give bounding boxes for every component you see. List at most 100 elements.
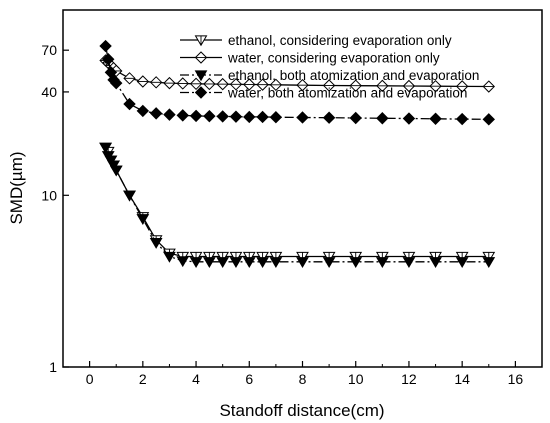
data-point [136, 214, 150, 225]
data-point [163, 76, 176, 90]
series-3 [99, 142, 496, 268]
series-line [105, 147, 489, 258]
data-point [429, 79, 442, 93]
data-point [109, 165, 123, 177]
data-point [256, 257, 269, 268]
series-layer [99, 39, 496, 268]
data-point [455, 257, 469, 268]
y-tick-label: 70 [41, 42, 57, 58]
data-point [149, 76, 163, 89]
data-point [429, 112, 442, 125]
data-point [482, 113, 495, 126]
data-point [256, 78, 269, 91]
data-point [375, 257, 389, 268]
data-point [455, 80, 469, 93]
data-point [136, 75, 150, 88]
legend-item: ethanol, both atomization and evaporatio… [180, 68, 479, 83]
legend-label: water, considering evaporation only [227, 51, 440, 66]
data-point [123, 72, 136, 85]
series-4 [99, 39, 495, 126]
legend-item: ethanol, considering evaporation only [180, 33, 452, 48]
x-tick-label: 14 [454, 371, 470, 387]
x-tick-label: 16 [508, 371, 524, 387]
data-point [216, 77, 229, 91]
data-point [163, 251, 176, 263]
data-point [176, 77, 189, 90]
data-point [402, 112, 416, 125]
data-point [349, 111, 362, 125]
data-point [123, 190, 136, 202]
y-tick-label: 1 [49, 359, 57, 375]
data-point [482, 257, 496, 268]
y-axis-title: SMD(µm) [7, 151, 26, 224]
data-point [296, 257, 309, 268]
data-point [243, 110, 256, 124]
legend-label: water, both atomization and evaporation [227, 86, 467, 101]
data-point [349, 257, 363, 268]
x-tick-label: 4 [192, 371, 200, 387]
data-point [189, 77, 203, 91]
data-point [216, 257, 230, 268]
data-point [216, 110, 229, 123]
data-point [102, 53, 115, 66]
legend-item: water, considering evaporation only [180, 51, 440, 66]
data-point [99, 39, 112, 53]
data-point [376, 112, 389, 125]
data-point [163, 108, 176, 121]
data-point [176, 109, 189, 122]
x-tick-label: 0 [86, 371, 94, 387]
data-point [110, 76, 123, 90]
legend: ethanol, considering evaporation only wat… [180, 33, 479, 101]
data-point [455, 112, 469, 126]
data-point [149, 107, 163, 120]
legend-marker [194, 70, 208, 82]
data-point [176, 256, 190, 268]
x-tick-label: 10 [348, 371, 364, 387]
data-point [322, 111, 336, 124]
legend-marker [194, 51, 208, 64]
data-point [402, 257, 416, 268]
data-point [99, 142, 112, 154]
data-point [269, 78, 283, 92]
data-point [269, 257, 283, 268]
data-point [203, 77, 216, 91]
data-point [256, 110, 269, 124]
data-point [376, 79, 389, 93]
data-point [189, 109, 203, 123]
data-point [296, 78, 309, 92]
legend-marker [194, 35, 208, 47]
data-point [296, 111, 309, 124]
data-point [269, 110, 283, 124]
data-point [242, 257, 256, 268]
data-point [229, 78, 243, 91]
data-point [322, 79, 336, 92]
data-point [229, 257, 243, 268]
legend-label: ethanol, both atomization and evaporatio… [228, 68, 479, 83]
legend-marker [194, 86, 208, 99]
data-point [202, 257, 216, 268]
x-tick-label: 12 [401, 371, 417, 387]
y-tick-label: 10 [41, 187, 57, 203]
data-point [123, 97, 136, 111]
data-point [243, 78, 256, 91]
data-point [229, 110, 243, 123]
legend-label: ethanol, considering evaporation only [228, 33, 452, 48]
data-point [149, 238, 163, 249]
x-tick-label: 6 [245, 371, 253, 387]
data-point [322, 257, 336, 268]
data-point [402, 79, 416, 93]
legend-item: water, both atomization and evaporation [180, 86, 467, 101]
axis-ticks: 0 2 4 6 8 10 12 14 16 1 10 40 70 [41, 42, 523, 387]
data-point [482, 80, 495, 93]
x-tick-label: 8 [299, 371, 307, 387]
series-line [104, 147, 489, 263]
y-tick-label: 40 [41, 84, 57, 100]
series-1 [99, 142, 496, 263]
data-point [136, 104, 150, 118]
data-point [429, 257, 442, 268]
data-point [349, 79, 362, 92]
data-point [189, 257, 203, 268]
x-tick-label: 2 [139, 371, 147, 387]
x-axis-title: Standoff distance(cm) [219, 401, 384, 420]
